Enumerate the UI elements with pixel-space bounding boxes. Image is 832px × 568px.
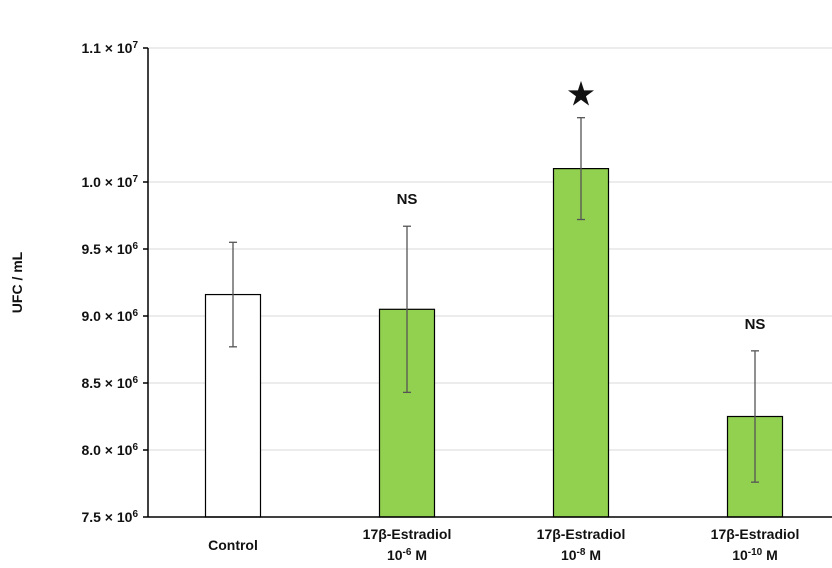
y-tick-label: 9.0 × 106 [81, 308, 138, 325]
y-tick-label: 8.0 × 106 [81, 442, 138, 459]
annotations: NS ★ NS [397, 76, 766, 333]
significance-star: ★ [566, 76, 596, 114]
y-tick-label: 7.5 × 106 [81, 509, 138, 526]
ns-label: NS [397, 191, 418, 208]
bars [204, 168, 784, 518]
y-tick-label: 8.5 × 106 [81, 375, 138, 392]
x-tick-label-dose: 10-6 M [387, 547, 427, 564]
gridlines [148, 47, 832, 451]
x-tick-labels: Control 17β-Estradiol 10-6 M 17β-Estradiol 1… [208, 526, 799, 563]
bar [552, 168, 610, 518]
y-tick-labels: 7.5 × 106 8.0 × 106 8.5 × 106 9.0 × 106 9.5 … [81, 40, 148, 526]
x-tick-label-dose: 10-10 M [732, 547, 778, 564]
x-tick-label: 17β-Estradiol [363, 526, 452, 542]
y-tick-label: 1.0 × 107 [81, 174, 138, 191]
x-tick-label: 17β-Estradiol [711, 526, 800, 542]
x-tick-label-dose: 10-8 M [561, 547, 601, 564]
y-tick-label: 9.5 × 106 [81, 241, 138, 258]
error-bars [229, 117, 759, 483]
x-tick-label: 17β-Estradiol [537, 526, 626, 542]
ns-label: NS [745, 316, 766, 333]
y-tick-label: 1.1 × 107 [81, 40, 138, 57]
y-axis-label: UFC / mL [9, 251, 25, 313]
x-tick-label: Control [208, 537, 258, 553]
